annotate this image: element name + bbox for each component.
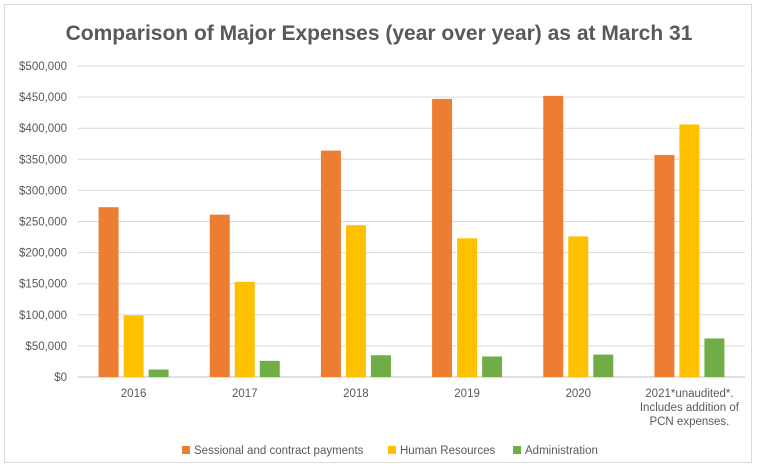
bar-sessional-and-contract-payments-4 [543,95,564,377]
bar-human-resources-4 [568,236,589,377]
bar-administration-2 [370,355,391,377]
legend-label: Human Resources [400,445,495,457]
x-category-label: 2017 [232,388,258,400]
legend-label: Administration [525,445,598,457]
x-axis-labels: 2016 2017 2018 2019 2020 2021*unaudited*. Incl… [121,388,740,428]
bar-administration-4 [593,354,614,377]
y-tick-label: $450,000 [19,92,67,104]
legend-item: Human Resources [388,445,495,457]
y-axis-ticks: $0 $50,000 $100,000 $150,000 $200,000 $250,00… [19,61,67,384]
y-tick-label: $150,000 [19,279,67,291]
chart-frame [4,4,752,463]
y-tick-label: $250,000 [19,217,67,229]
bar-administration-3 [482,356,503,377]
x-category-label: 2019 [454,388,480,400]
x-category-label: 2018 [343,388,369,400]
chart-title: Comparison of Major Expenses (year over … [65,22,693,45]
y-tick-label: $350,000 [19,154,67,166]
y-tick-label: $300,000 [19,185,67,197]
bar-human-resources-1 [234,281,255,377]
y-tick-label: $200,000 [19,248,67,260]
bar-administration-5 [704,338,725,377]
bar-administration-0 [148,369,169,377]
bars [98,95,725,377]
legend-swatch [182,446,190,454]
bar-human-resources-3 [457,238,478,377]
legend-item: Administration [513,445,598,457]
y-tick-label: $50,000 [25,341,67,353]
y-tick-label: $100,000 [19,310,67,322]
bar-sessional-and-contract-payments-5 [654,154,675,377]
legend-label: Sessional and contract payments [194,445,364,457]
gridlines [78,65,745,378]
bar-sessional-and-contract-payments-2 [320,150,341,377]
x-category-label: 2016 [121,388,147,400]
bar-sessional-and-contract-payments-0 [98,207,119,377]
bar-sessional-and-contract-payments-1 [209,214,230,377]
bar-human-resources-0 [123,315,144,377]
bar-human-resources-2 [345,225,366,377]
legend-swatch [513,446,521,454]
legend-item: Sessional and contract payments [182,445,364,457]
y-tick-label: $0 [54,372,67,384]
x-category-label: 2020 [565,388,591,400]
bar-human-resources-5 [679,124,700,377]
bar-administration-1 [259,360,280,377]
y-tick-label: $500,000 [19,61,67,73]
x-category-label: 2021*unaudited*. Includes addition of PCN … [640,388,740,428]
legend: Sessional and contract payments Human Res… [182,445,598,457]
bar-sessional-and-contract-payments-3 [432,98,453,377]
y-tick-label: $400,000 [19,123,67,135]
legend-swatch [388,446,396,454]
